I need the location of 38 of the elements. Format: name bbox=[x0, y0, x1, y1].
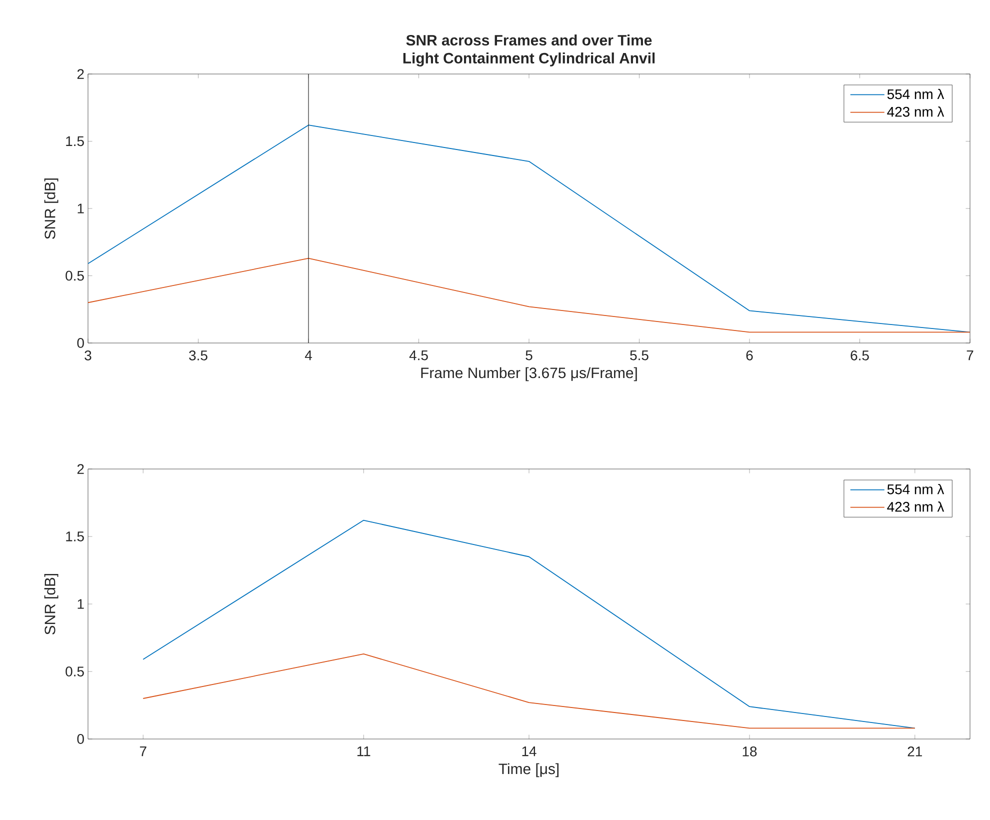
y-tick-label: 0.5 bbox=[66, 270, 84, 281]
legend-label: 423 nm λ bbox=[887, 106, 944, 117]
y-axis-title: SNR [dB] bbox=[44, 178, 58, 239]
line-series bbox=[142, 654, 916, 729]
x-tick-label: 21 bbox=[908, 746, 922, 756]
legend-label: 423 nm λ bbox=[887, 502, 944, 512]
x-tick-label: 5 bbox=[526, 350, 532, 360]
y-axis-title: SNR [dB] bbox=[44, 574, 58, 634]
y-tick-label: 1.5 bbox=[66, 532, 84, 542]
x-axis-title: Frame Number [3.675 μs/Frame] bbox=[421, 367, 637, 382]
x-tick-label: 6.5 bbox=[850, 350, 869, 360]
x-tick-label: 6 bbox=[746, 350, 753, 360]
line-series bbox=[142, 520, 916, 729]
chart-subtitle: Light Containment Cylindrical Anvil bbox=[403, 52, 655, 66]
x-tick-label: 14 bbox=[522, 746, 536, 756]
y-tick-label: 1 bbox=[78, 599, 84, 609]
y-tick-label: 1 bbox=[78, 204, 84, 214]
line-series bbox=[88, 258, 970, 333]
y-tick-label: 2 bbox=[77, 464, 84, 474]
x-tick-label: 11 bbox=[357, 746, 370, 756]
x-tick-label: 5.5 bbox=[630, 350, 648, 360]
y-tick-label: 0 bbox=[77, 338, 84, 348]
x-tick-label: 18 bbox=[742, 746, 757, 756]
line-series bbox=[88, 124, 970, 333]
x-tick-label: 7 bbox=[966, 350, 974, 360]
x-tick-label: 3.5 bbox=[189, 350, 208, 360]
y-tick-label: 2 bbox=[77, 69, 84, 79]
x-axis-title: Time [μs] bbox=[498, 763, 559, 778]
y-tick-label: 1.5 bbox=[66, 136, 84, 146]
y-tick-label: 0.5 bbox=[66, 666, 84, 676]
x-tick-label: 4.5 bbox=[409, 350, 428, 360]
legend-label: 554 nm λ bbox=[887, 484, 944, 494]
y-tick-label: 0 bbox=[77, 734, 84, 744]
chart-title: SNR across Frames and over Time bbox=[406, 34, 652, 46]
x-tick-label: 3 bbox=[84, 350, 92, 360]
x-tick-label: 4 bbox=[304, 350, 312, 360]
legend-label: 554 nm λ bbox=[887, 88, 944, 100]
x-tick-label: 7 bbox=[140, 746, 146, 756]
